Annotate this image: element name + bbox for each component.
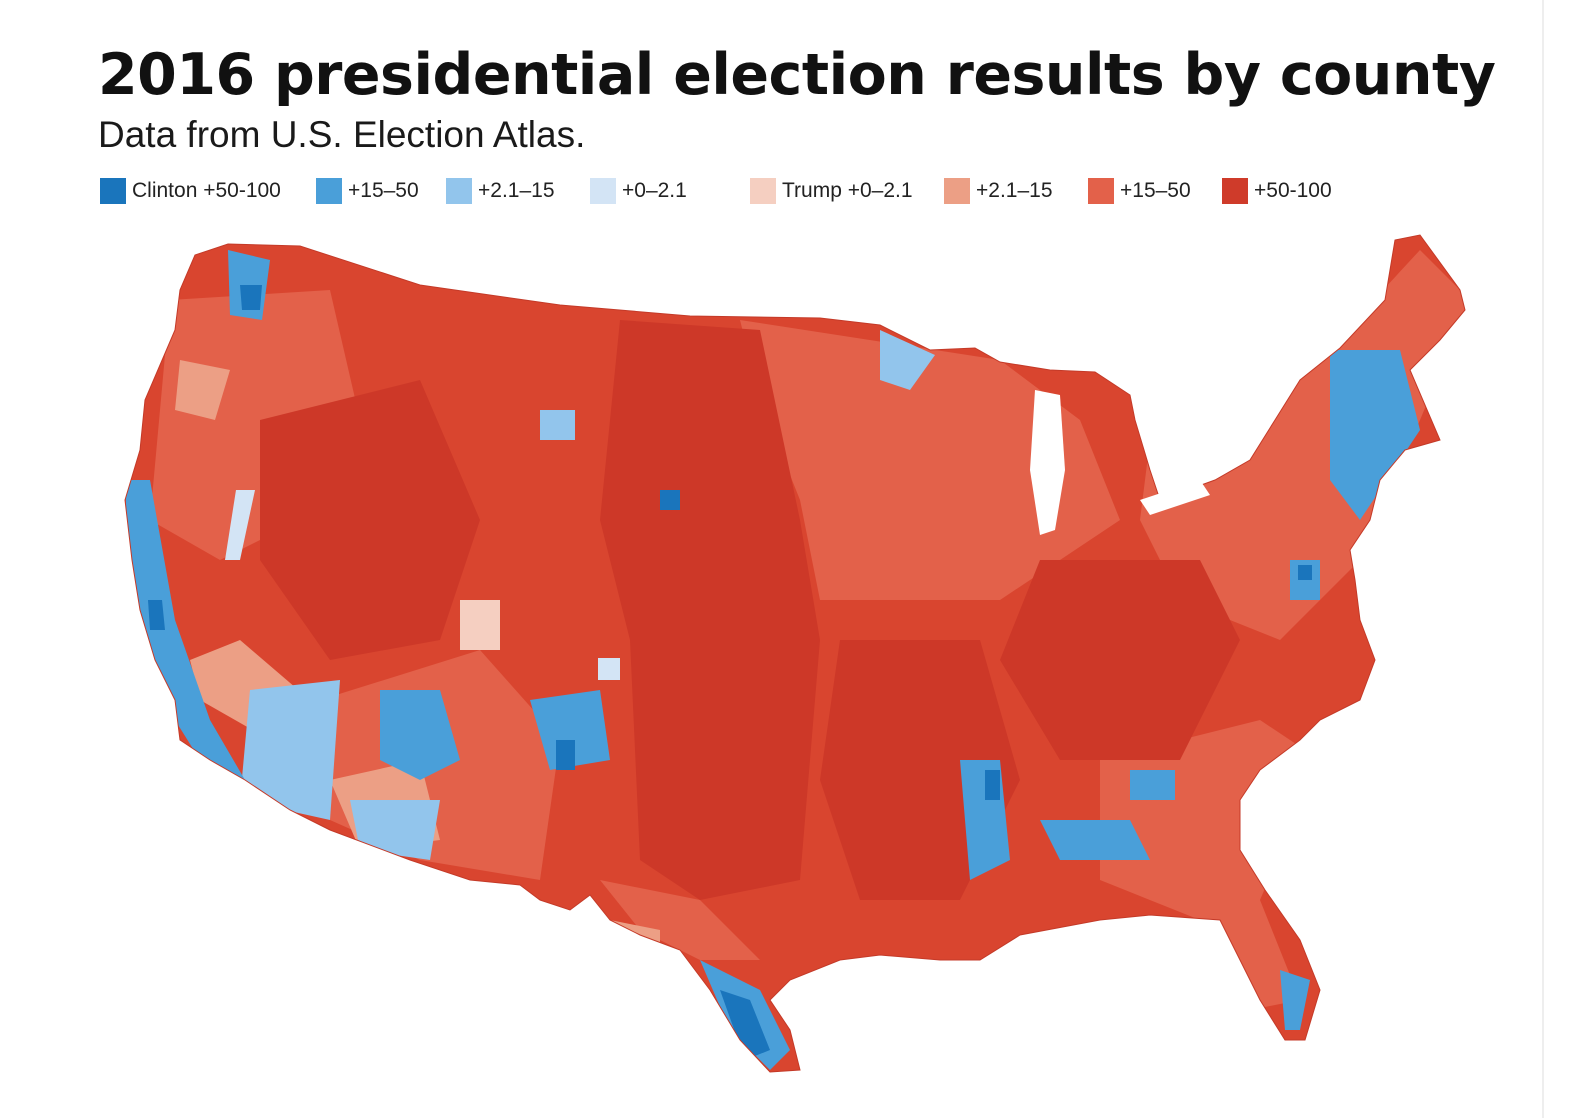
lake-erie	[1140, 480, 1210, 515]
region-new-england-blue	[1330, 350, 1420, 520]
legend-label: +0–2.1	[622, 179, 687, 202]
legend-item-trump-2-15: +2.1–15	[944, 178, 1053, 204]
legend-swatch	[316, 178, 342, 204]
region-new-mexico-blue	[380, 690, 460, 780]
legend-label: +15–50	[348, 179, 419, 202]
region-colorado-lightest-blue	[598, 658, 620, 680]
region-minnesota-lightblue	[880, 330, 935, 390]
region-standing-rock-darkblue	[660, 490, 680, 510]
region-west-coast-blue	[125, 480, 245, 780]
region-northeast-red	[1140, 250, 1465, 640]
region-new-mexico-darkblue	[556, 740, 575, 770]
region-seattle-darkblue	[240, 285, 262, 310]
region-oregon-pink	[175, 360, 230, 420]
region-texas-red	[600, 880, 760, 960]
legend-label: +2.1–15	[478, 179, 555, 202]
legend-swatch	[1088, 178, 1114, 204]
region-dc-darkblue	[1298, 565, 1312, 580]
legend-label: Clinton +50-100	[132, 179, 281, 202]
region-mississippi-darkblue	[985, 770, 1000, 800]
region-upper-midwest-red	[740, 320, 1120, 600]
county-fills	[125, 250, 1465, 1070]
legend-item-clinton-50-100: Clinton +50-100	[100, 178, 281, 204]
region-black-belt-blue	[1040, 820, 1150, 860]
region-mountain-dark	[260, 380, 480, 660]
legend-item-trump-15-50: +15–50	[1088, 178, 1191, 204]
legend-item-clinton-0-2: +0–2.1	[590, 178, 687, 204]
legend-swatch	[100, 178, 126, 204]
legend-item-trump-50-100: +50-100	[1222, 178, 1332, 204]
right-border-rule	[1542, 0, 1544, 1118]
legend-label: +2.1–15	[976, 179, 1053, 202]
region-great-plains-dark	[600, 320, 820, 900]
region-so-cal-lightblue	[350, 800, 440, 860]
legend-label: Trump +0–2.1	[782, 179, 913, 202]
region-bay-area-darkblue	[148, 600, 165, 630]
legend-item-trump-0-2: Trump +0–2.1	[750, 178, 913, 204]
region-florida-blue	[1280, 970, 1310, 1030]
legend-swatch	[1222, 178, 1248, 204]
legend-swatch	[750, 178, 776, 204]
legend-swatch	[446, 178, 472, 204]
legend-swatch	[590, 178, 616, 204]
legend-item-clinton-15-50: +15–50	[316, 178, 419, 204]
legend-label: +50-100	[1254, 179, 1332, 202]
legend-swatch	[944, 178, 970, 204]
subtitle: Data from U.S. Election Atlas.	[98, 114, 586, 155]
region-atlanta-blue	[1130, 770, 1175, 800]
region-appalachia-dark	[1000, 560, 1240, 760]
region-nevada-lightest-blue	[225, 490, 255, 560]
region-colorado-lightpink	[460, 600, 500, 650]
page-title: 2016 presidential election results by co…	[98, 42, 1496, 108]
region-south-texas-darkblue	[720, 990, 770, 1060]
lake-michigan	[1030, 390, 1065, 535]
region-colorado-blue	[530, 690, 610, 770]
region-northdakota-lightblue	[540, 410, 575, 440]
legend-label: +15–50	[1120, 179, 1191, 202]
region-arizona-lightblue	[240, 680, 340, 820]
legend-item-clinton-2-15: +2.1–15	[446, 178, 555, 204]
